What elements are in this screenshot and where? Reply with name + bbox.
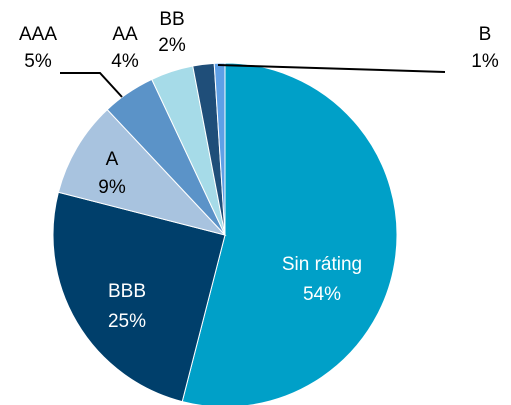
slice-value: 54% [303,284,341,305]
slice-label: A [106,149,119,170]
slice-value: 5% [24,51,52,72]
slice-label: AA [112,24,138,45]
slice-label: Sin ráting [282,254,362,275]
pie-slice [213,62,226,236]
pie-slice [52,191,226,403]
slice-value: 25% [108,311,146,332]
pie-slice [181,62,398,405]
slice-label: AAA [19,24,57,45]
slice-value: 1% [471,51,499,72]
slice-label: BB [159,9,184,30]
leader-line [217,64,446,73]
leader-line [60,72,123,98]
slice-value: 2% [158,35,186,56]
slice-value: 9% [98,177,126,198]
slice-value: 4% [111,51,139,72]
slice-label: B [479,24,492,45]
pie-slice [57,108,227,236]
slice-label: BBB [108,281,146,302]
